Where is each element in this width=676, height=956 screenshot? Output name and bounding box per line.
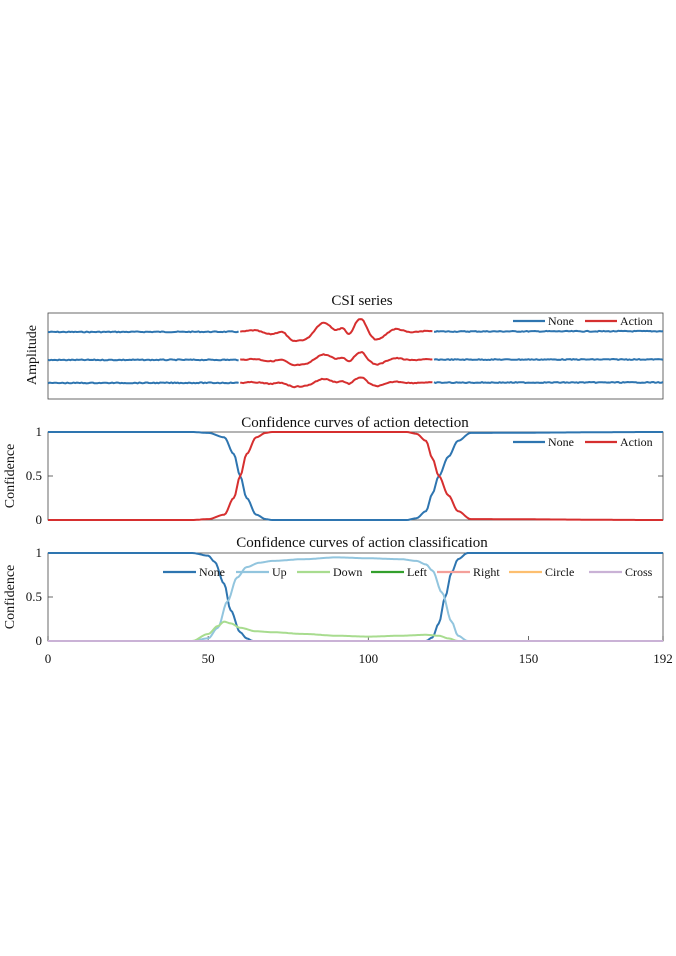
csi-trace-2-none-pre <box>47 358 239 362</box>
panel1-series <box>47 318 664 389</box>
csi-trace-3-none-post <box>433 381 664 384</box>
csi-trace-1-none-post <box>433 329 664 333</box>
ytick-label: 0 <box>36 512 43 527</box>
xtick-label: 192 <box>653 651 673 666</box>
panel2-legend: None Action <box>513 435 653 449</box>
panel2-series <box>48 431 663 521</box>
panel3-legend: None Up Down Left Right Circle Cross <box>163 565 653 579</box>
series-none <box>48 431 663 521</box>
panel2-title: Confidence curves of action detection <box>241 415 469 431</box>
ytick-label: 0 <box>36 633 43 648</box>
panel3-xticks: 0 50 100 150 192 <box>45 636 673 666</box>
ytick-label: 0.5 <box>26 468 42 483</box>
xtick-label: 50 <box>202 651 215 666</box>
legend-cross-label: Cross <box>625 565 653 579</box>
panel1-legend: None Action <box>513 314 653 328</box>
csi-trace-2-none-post <box>433 358 664 361</box>
xtick-label: 100 <box>359 651 379 666</box>
panel-action-classification: Confidence curves of action classificati… <box>3 535 673 666</box>
panel2-legend-action-label: Action <box>620 435 653 449</box>
legend-right-label: Right <box>473 565 500 579</box>
series-down <box>48 620 663 642</box>
ytick-label: 1 <box>36 424 43 439</box>
ytick-label: 0.5 <box>26 589 42 604</box>
xtick-label: 0 <box>45 651 52 666</box>
panel1-title: CSI series <box>331 293 392 309</box>
panel2-ylabel: Confidence <box>3 444 18 509</box>
legend-up-label: Up <box>272 565 287 579</box>
panel1-legend-none-label: None <box>548 314 574 328</box>
ytick-label: 1 <box>36 545 43 560</box>
series-action <box>48 431 663 521</box>
panel-csi-series: CSI series Amplitude None Action <box>25 293 664 400</box>
csi-trace-1-action-act <box>239 318 433 343</box>
panel1-ylabel: Amplitude <box>25 325 40 385</box>
legend-none-label: None <box>199 565 225 579</box>
legend-circle-label: Circle <box>545 565 574 579</box>
panel2-legend-none-label: None <box>548 435 574 449</box>
panel-action-detection: Confidence curves of action detection Co… <box>3 415 664 527</box>
csi-trace-3-none-pre <box>47 381 239 385</box>
csi-trace-3-action-act <box>240 376 433 389</box>
panel3-yticks: 00.51 <box>26 545 663 648</box>
panel3-series <box>48 552 663 642</box>
legend-down-label: Down <box>333 565 362 579</box>
csi-trace-2-action-act <box>240 351 433 367</box>
legend-left-label: Left <box>407 565 428 579</box>
panel3-title: Confidence curves of action classificati… <box>236 535 488 551</box>
panel1-frame <box>47 312 664 400</box>
panel3-ylabel: Confidence <box>3 565 18 630</box>
panel1-legend-action-label: Action <box>620 314 653 328</box>
xtick-label: 150 <box>519 651 539 666</box>
csi-trace-1-none-pre <box>47 330 240 334</box>
